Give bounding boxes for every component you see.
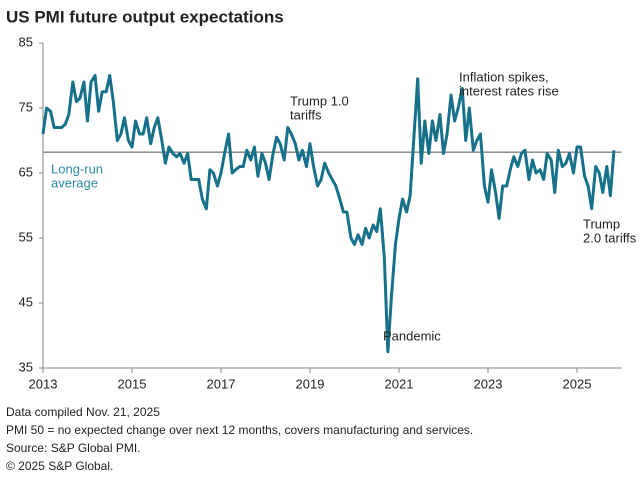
x-tick-label: 2013 xyxy=(29,376,58,391)
reference-label: average xyxy=(51,175,98,190)
x-tick-label: 2023 xyxy=(474,376,503,391)
x-tick-label: 2021 xyxy=(385,376,414,391)
annotation: tariffs xyxy=(290,107,322,122)
y-tick-label: 55 xyxy=(19,229,33,244)
annotation: Trump xyxy=(583,216,620,231)
reference-label: Long-run xyxy=(51,161,103,176)
y-tick-label: 45 xyxy=(19,294,33,309)
y-tick-label: 75 xyxy=(19,99,33,114)
x-tick-label: 2017 xyxy=(207,376,236,391)
annotation: Pandemic xyxy=(383,328,441,343)
footnote: Data compiled Nov. 21, 2025 xyxy=(6,405,160,419)
annotation: Trump 1.0 xyxy=(290,93,349,108)
annotation: interest rates rise xyxy=(459,83,559,98)
data-line xyxy=(41,74,616,354)
x-tick-label: 2019 xyxy=(296,376,325,391)
y-tick-label: 35 xyxy=(19,359,33,374)
x-tick-label: 2025 xyxy=(563,376,592,391)
x-tick-label: 2015 xyxy=(118,376,147,391)
y-tick-label: 85 xyxy=(19,34,33,49)
footnote: Source: S&P Global PMI. xyxy=(6,441,141,455)
annotation: 2.0 tariffs xyxy=(583,230,637,245)
y-tick-label: 65 xyxy=(19,164,33,179)
footnote: © 2025 S&P Global. xyxy=(6,459,113,473)
annotation: Inflation spikes, xyxy=(459,69,549,84)
footnote: PMI 50 = no expected change over next 12… xyxy=(6,423,473,437)
chart-title: US PMI future output expectations xyxy=(6,7,284,26)
